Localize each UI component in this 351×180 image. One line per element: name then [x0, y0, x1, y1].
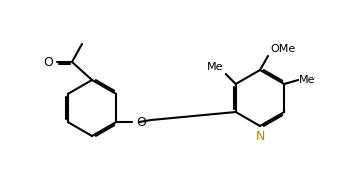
Text: O: O	[136, 116, 146, 129]
Text: Me: Me	[207, 62, 224, 72]
Text: OMe: OMe	[270, 44, 295, 54]
Text: Me: Me	[299, 75, 316, 85]
Text: N: N	[255, 130, 265, 143]
Text: O: O	[43, 55, 53, 69]
